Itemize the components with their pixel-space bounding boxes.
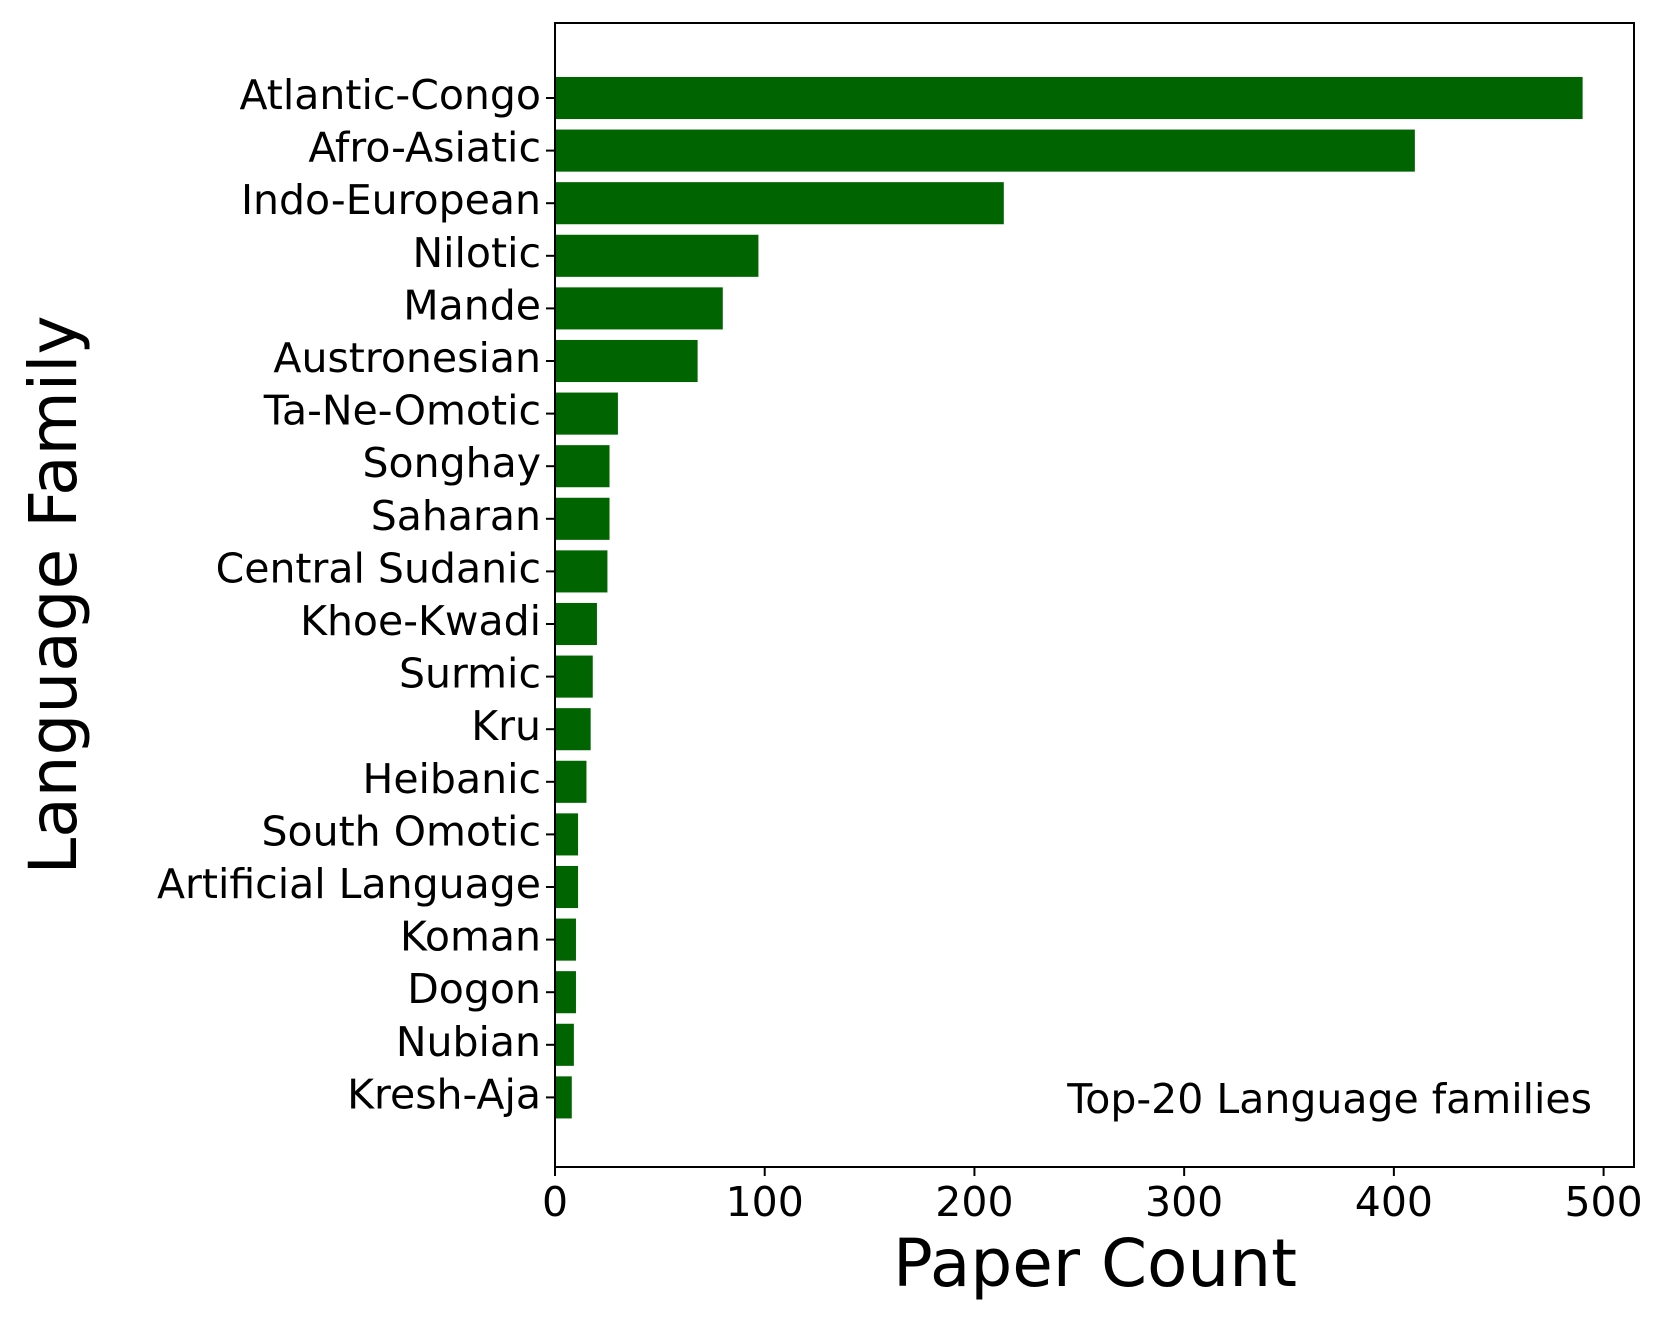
x-tick-label: 300 [1145, 1178, 1223, 1226]
x-tick-label: 400 [1355, 1178, 1433, 1226]
x-tick-label: 500 [1564, 1178, 1642, 1226]
y-tick-label: Austronesian [273, 334, 541, 382]
y-tick-label: Mande [403, 281, 541, 329]
bar [555, 445, 610, 488]
bar [555, 76, 1583, 120]
bar [555, 708, 591, 751]
bar [555, 813, 579, 856]
y-tick-label: Kresh-Aja [347, 1070, 541, 1118]
bar [555, 865, 579, 909]
bar [555, 234, 759, 277]
x-tick-label: 100 [726, 1178, 804, 1226]
bar [555, 1076, 572, 1119]
x-tick-label: 0 [542, 1178, 568, 1226]
y-axis-label: Language Family [15, 315, 92, 874]
bar [555, 918, 576, 961]
y-tick-label: Atlantic-Congo [239, 71, 541, 119]
y-tick-label: Indo-European [241, 176, 541, 224]
bar [555, 1023, 574, 1066]
y-tick-label: Heibanic [362, 755, 541, 803]
y-tick-label: Nilotic [412, 229, 541, 277]
bar [555, 760, 587, 803]
bar [555, 971, 576, 1014]
y-tick-label: South Omotic [262, 807, 542, 855]
y-tick-label: Artificial Language [157, 860, 541, 908]
plot-frame [554, 22, 1635, 1168]
y-tick-label: Central Sudanic [216, 544, 541, 592]
bar [555, 497, 610, 540]
bar [555, 392, 618, 435]
y-tick-label: Kru [471, 702, 541, 750]
x-tick-label: 200 [935, 1178, 1013, 1226]
bar [555, 655, 593, 698]
bar [555, 339, 698, 383]
y-tick-label: Songhay [363, 439, 542, 487]
y-tick-label: Koman [400, 913, 541, 961]
x-axis-label: Paper Count [893, 1225, 1297, 1302]
y-tick-label: Afro-Asiatic [308, 124, 541, 172]
y-tick-label: Dogon [407, 965, 541, 1013]
bar [555, 287, 723, 330]
y-tick-label: Ta-Ne-Omotic [263, 387, 541, 435]
bar [555, 129, 1415, 172]
bar [555, 182, 1004, 225]
y-tick-label: Surmic [399, 650, 541, 698]
y-tick-label: Saharan [371, 492, 541, 540]
y-tick-label: Khoe-Kwadi [300, 597, 541, 645]
bar [555, 550, 608, 593]
annotation: Top-20 Language families [1066, 1075, 1592, 1123]
y-tick-label: Nubian [396, 1018, 541, 1066]
bar [555, 602, 597, 646]
